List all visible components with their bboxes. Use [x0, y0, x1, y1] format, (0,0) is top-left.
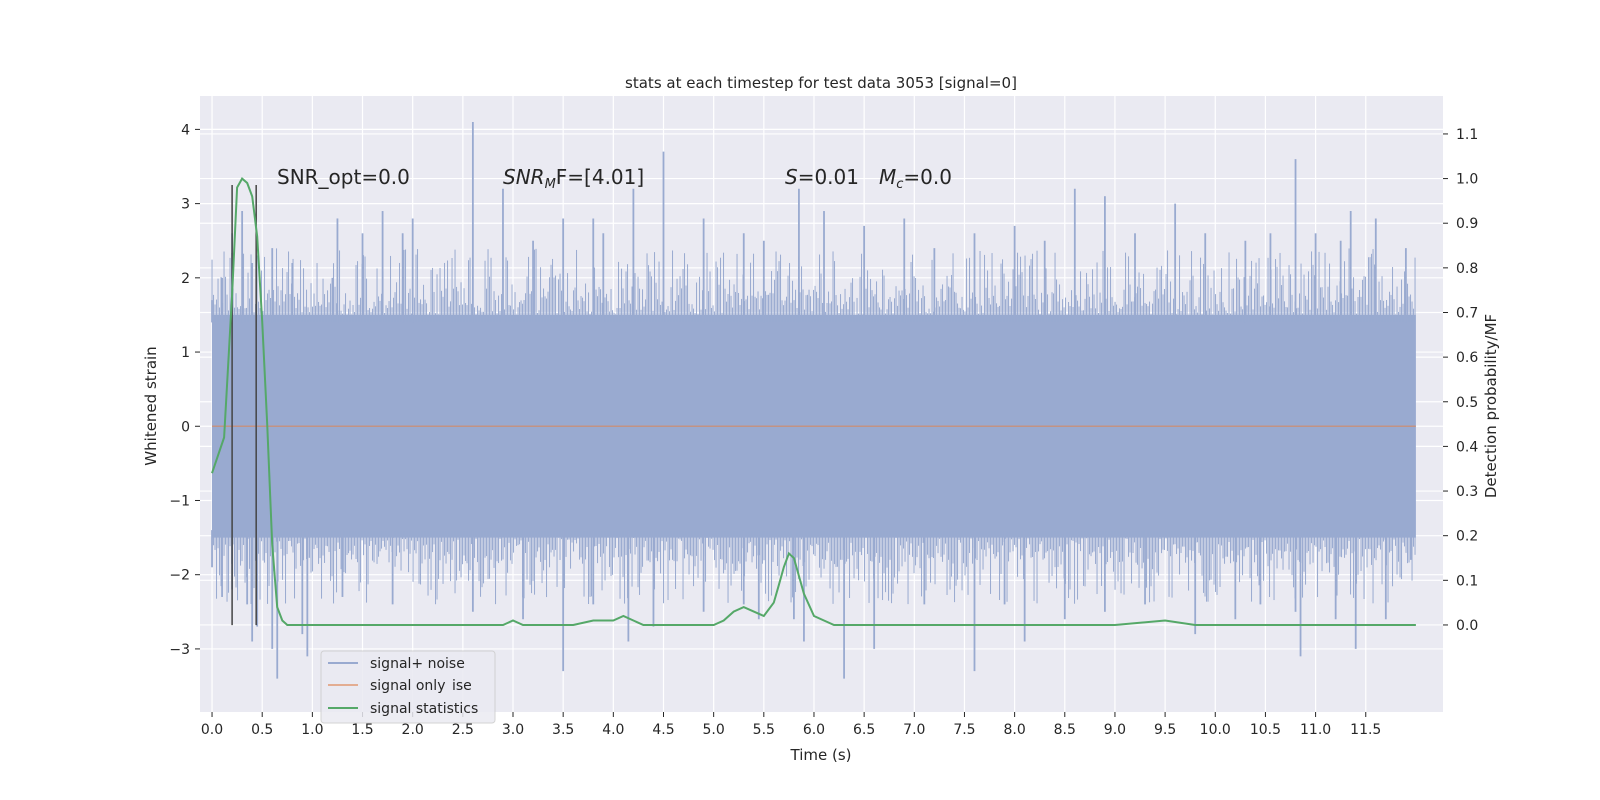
y-tick-label-5: 2 — [181, 271, 190, 287]
y2-tick-label-5: 0.5 — [1456, 395, 1478, 411]
x-tick-label-17: 8.5 — [1054, 722, 1076, 738]
x-axis-label: Time (s) — [790, 746, 852, 764]
y-axis-ticks: −3 −2 −1 0 1 2 3 4 — [169, 122, 200, 658]
y2-tick-label-7: 0.7 — [1456, 305, 1478, 321]
legend-ghost-text: ise — [452, 678, 472, 694]
x-tick-label-14: 7.0 — [903, 722, 925, 738]
annotation-snr-mf-rest: F=[4.01] — [556, 165, 644, 189]
annotation-mc-value: =0.0 — [903, 165, 952, 189]
y2-tick-label-10: 1.0 — [1456, 172, 1478, 188]
y-tick-label-6: 3 — [181, 197, 190, 213]
x-tick-label-0: 0.0 — [201, 722, 223, 738]
y-tick-label-3: 0 — [181, 419, 190, 435]
x-tick-label-6: 3.0 — [502, 722, 524, 738]
x-tick-label-13: 6.5 — [853, 722, 875, 738]
x-tick-label-4: 2.0 — [402, 722, 424, 738]
x-axis-ticks: 0.0 0.5 1.0 1.5 2.0 2.5 3.0 3.5 4.0 4.5 5.0 5.5 6.0 6… — [201, 712, 1381, 738]
x-tick-label-20: 10.0 — [1200, 722, 1231, 738]
x-tick-label-8: 4.0 — [602, 722, 624, 738]
x-tick-label-10: 5.0 — [703, 722, 725, 738]
x-tick-label-5: 2.5 — [452, 722, 474, 738]
legend: ise signal+ noise signal only signal sta… — [320, 650, 496, 724]
x-tick-label-3: 1.5 — [351, 722, 373, 738]
y-tick-label-4: 1 — [181, 345, 190, 361]
y2-tick-label-0: 0.0 — [1456, 618, 1478, 634]
y2-tick-label-1: 0.1 — [1456, 573, 1478, 589]
x-tick-label-21: 10.5 — [1250, 722, 1281, 738]
y2-tick-label-11: 1.1 — [1456, 127, 1478, 143]
annotation-snr-mf-main: SNR — [503, 165, 545, 189]
vertical-markers — [231, 185, 257, 626]
annotation-s: S=0.01 — [785, 165, 859, 189]
y2-tick-label-9: 0.9 — [1456, 216, 1478, 232]
x-tick-label-11: 5.5 — [753, 722, 775, 738]
x-tick-label-1: 0.5 — [251, 722, 273, 738]
annotation-snr-mf-sub: M — [545, 177, 556, 192]
x-tick-label-12: 6.0 — [803, 722, 825, 738]
legend-label-signal-statistics: signal statistics — [370, 701, 478, 717]
y2-axis-label: Detection probability/MF — [1482, 314, 1500, 498]
x-tick-label-23: 11.5 — [1350, 722, 1381, 738]
annotation-s-symbol: S — [785, 165, 798, 189]
y-tick-label-7: 4 — [181, 122, 190, 138]
x-tick-label-22: 11.0 — [1300, 722, 1331, 738]
annotation-snr-mf: SNRMF=[4.01] — [503, 165, 644, 192]
y-tick-label-0: −3 — [169, 642, 190, 658]
x-tick-label-9: 4.5 — [652, 722, 674, 738]
x-tick-label-18: 9.0 — [1104, 722, 1126, 738]
legend-label-signal-only: signal only — [370, 678, 445, 694]
series-signal-noise — [211, 121, 1416, 679]
series-signal-statistics — [211, 177, 1416, 626]
x-tick-label-7: 3.5 — [552, 722, 574, 738]
x-tick-label-19: 9.5 — [1154, 722, 1176, 738]
x-tick-label-2: 1.0 — [301, 722, 323, 738]
y-tick-label-2: −1 — [169, 493, 190, 509]
annotation-mc-symbol: M — [879, 165, 896, 189]
chart-title: stats at each timestep for test data 305… — [625, 74, 1017, 92]
y2-tick-label-8: 0.8 — [1456, 261, 1478, 277]
x-tick-label-15: 7.5 — [953, 722, 975, 738]
x-tick-label-16: 8.0 — [1003, 722, 1025, 738]
y-tick-label-1: −2 — [169, 568, 190, 584]
annotation-mc-sub: c — [896, 177, 903, 192]
y-axis-label: Whitened strain — [142, 346, 160, 465]
legend-label-signal-noise: signal+ noise — [370, 656, 465, 672]
y2-tick-label-3: 0.3 — [1456, 484, 1478, 500]
annotation-s-value: =0.01 — [798, 165, 859, 189]
signal-statistics-line — [211, 177, 1416, 626]
y2-tick-label-4: 0.4 — [1456, 439, 1478, 455]
annotation-mc: Mc=0.0 — [879, 165, 952, 192]
y2-tick-label-6: 0.6 — [1456, 350, 1478, 366]
y2-tick-label-2: 0.2 — [1456, 529, 1478, 545]
y2-axis-ticks: 0.0 0.1 0.2 0.3 0.4 0.5 0.6 0.7 0.8 0.9 1.0 1.1 — [1443, 127, 1478, 634]
legend-box — [320, 650, 496, 724]
annotation-snr-opt: SNR_opt=0.0 — [277, 165, 410, 189]
